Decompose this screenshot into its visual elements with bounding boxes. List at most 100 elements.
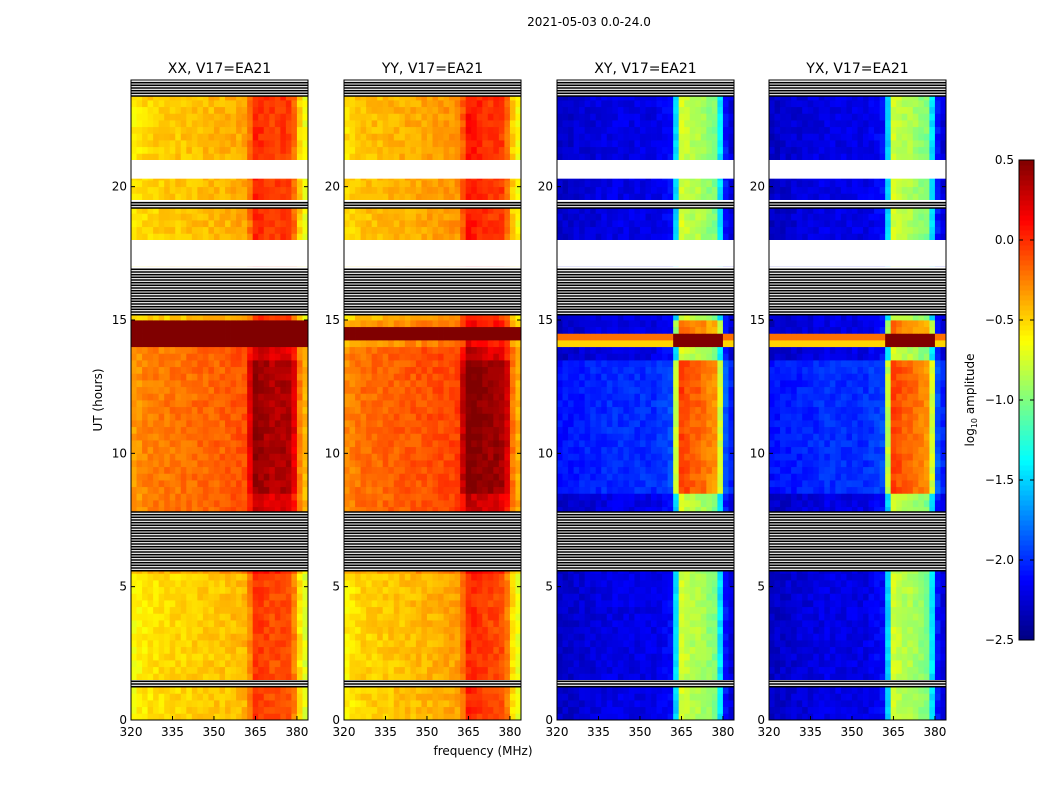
- heatmap-cell: [382, 700, 389, 708]
- heatmap-cell: [274, 373, 281, 381]
- heatmap-cell: [432, 653, 439, 661]
- heatmap-cell: [476, 433, 483, 441]
- heatmap-cell: [426, 573, 433, 581]
- heatmap-cell: [349, 340, 356, 348]
- heatmap-cell: [493, 626, 500, 634]
- heatmap-cell: [208, 460, 215, 468]
- heatmap-cell: [493, 660, 500, 668]
- heatmap-cell: [302, 180, 309, 188]
- heatmap-cell: [487, 353, 494, 361]
- heatmap-cell: [344, 466, 350, 474]
- heatmap-cell: [360, 360, 367, 368]
- heatmap-cell: [247, 100, 254, 108]
- heatmap-cell: [471, 493, 478, 501]
- heatmap-cell: [258, 326, 265, 334]
- heatmap-cell: [247, 626, 254, 634]
- heatmap-cell: [302, 406, 309, 414]
- heatmap-cell: [504, 480, 511, 488]
- heatmap-cell: [142, 480, 148, 488]
- heatmap-cell: [153, 333, 160, 341]
- heatmap-cell: [247, 93, 254, 101]
- heatmap-cell: [131, 500, 137, 508]
- heatmap-cell: [147, 506, 154, 514]
- heatmap-cell: [296, 413, 303, 421]
- heatmap-cell: [482, 446, 489, 454]
- flagged-region: [131, 240, 308, 267]
- heatmap-cell: [355, 613, 361, 621]
- heatmap-cell: [147, 413, 154, 421]
- heatmap-cell: [426, 426, 433, 434]
- heatmap-cell: [180, 660, 187, 668]
- heatmap-cell: [164, 146, 171, 154]
- heatmap-cell: [158, 193, 165, 201]
- heatmap-cell: [136, 433, 143, 441]
- heatmap-cell: [219, 366, 226, 374]
- heatmap-cell: [258, 120, 265, 128]
- heatmap-cell: [366, 360, 373, 368]
- heatmap-cell: [280, 693, 287, 701]
- heatmap-cell: [410, 460, 417, 468]
- heatmap-cell: [147, 313, 154, 321]
- heatmap-cell: [460, 500, 467, 508]
- heatmap-cell: [443, 413, 450, 421]
- heatmap-cell: [460, 600, 467, 608]
- heatmap-cell: [202, 506, 209, 514]
- heatmap-cell: [377, 373, 384, 381]
- heatmap-cell: [131, 186, 137, 194]
- heatmap-cell: [186, 646, 193, 654]
- heatmap-cell: [291, 113, 298, 121]
- heatmap-cell: [269, 653, 276, 661]
- heatmap-cell: [460, 686, 467, 694]
- heatmap-cell: [164, 140, 171, 148]
- heatmap-cell: [291, 506, 298, 514]
- heatmap-cell: [393, 446, 400, 454]
- heatmap-cell: [263, 353, 270, 361]
- heatmap-cell: [202, 353, 209, 361]
- heatmap-cell: [487, 466, 494, 474]
- heatmap-cell: [175, 93, 182, 101]
- heatmap-cell: [230, 126, 237, 134]
- heatmap-cell: [504, 493, 511, 501]
- heatmap-cell: [153, 580, 160, 588]
- heatmap-cell: [131, 393, 137, 401]
- heatmap-cell: [355, 393, 361, 401]
- heatmap-cell: [426, 420, 433, 428]
- heatmap-cell: [142, 420, 148, 428]
- heatmap-cell: [377, 400, 384, 408]
- heatmap-cell: [393, 346, 400, 354]
- heatmap-cell: [355, 440, 361, 448]
- heatmap-cell: [493, 700, 500, 708]
- heatmap-cell: [498, 613, 505, 621]
- heatmap-cell: [349, 406, 356, 414]
- heatmap-cell: [191, 333, 198, 341]
- heatmap-cell: [377, 666, 384, 674]
- heatmap-cell: [213, 606, 220, 614]
- heatmap-cell: [236, 206, 243, 214]
- heatmap-cell: [415, 700, 422, 708]
- heatmap-cell: [169, 653, 176, 661]
- heatmap-cell: [213, 666, 220, 674]
- heatmap-cell: [438, 646, 444, 654]
- heatmap-cell: [476, 620, 483, 628]
- heatmap-cell: [208, 193, 215, 201]
- heatmap-cell: [158, 626, 165, 634]
- heatmap-cell: [280, 493, 287, 501]
- heatmap-cell: [285, 446, 292, 454]
- heatmap-cell: [454, 466, 461, 474]
- heatmap-cell: [241, 646, 248, 654]
- heatmap-cell: [291, 460, 298, 468]
- heatmap-cell: [175, 313, 182, 321]
- heatmap-cell: [399, 613, 406, 621]
- heatmap-cell: [169, 360, 176, 368]
- heatmap-cell: [258, 666, 265, 674]
- heatmap-cell: [191, 226, 198, 234]
- heatmap-cell: [399, 353, 406, 361]
- heatmap-cell: [482, 400, 489, 408]
- heatmap-cell: [236, 153, 243, 161]
- heatmap-cell: [493, 646, 500, 654]
- heatmap-cell: [169, 480, 176, 488]
- heatmap-cell: [432, 640, 439, 648]
- heatmap-cell: [291, 700, 298, 708]
- heatmap-cell: [493, 693, 500, 701]
- heatmap-cell: [186, 626, 193, 634]
